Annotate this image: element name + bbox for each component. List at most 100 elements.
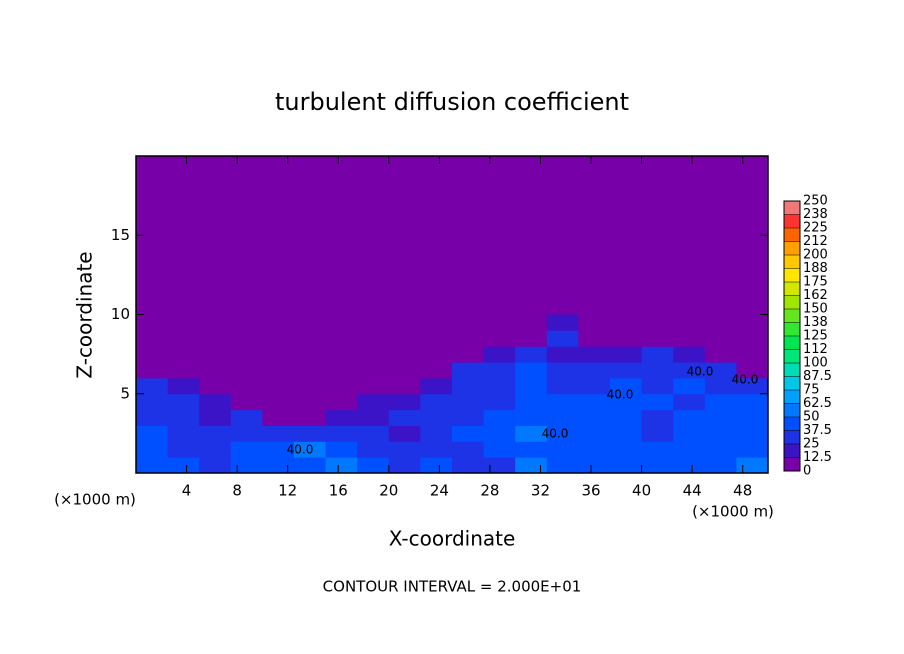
field-cell (325, 314, 358, 331)
contour-label: 40.0 (607, 388, 634, 402)
field-cell (262, 393, 295, 411)
field-cell (736, 314, 769, 331)
field-cell (515, 314, 548, 331)
colorbar-label: 188 (803, 261, 828, 276)
field-cell (420, 377, 453, 395)
field-cell (736, 362, 769, 379)
field-cell (388, 314, 421, 331)
field-cell (199, 393, 232, 411)
field-cell (578, 393, 611, 411)
field-cell (357, 441, 390, 458)
colorbar-band (784, 444, 800, 458)
field-cell (230, 425, 263, 442)
colorbar-band (784, 228, 800, 242)
field-cell (230, 377, 263, 395)
field-cell (736, 393, 769, 411)
field-cell (452, 330, 485, 347)
field-cell (167, 441, 200, 458)
field-cell (483, 457, 516, 474)
field-cell (294, 346, 327, 363)
field-cell (420, 362, 453, 379)
field-cell (483, 314, 516, 331)
field-cell (357, 377, 390, 395)
field-cell (325, 425, 358, 442)
field-cell (325, 393, 358, 411)
colorbar-band (784, 390, 800, 404)
x-tick-label: 32 (531, 482, 550, 500)
field-cell (546, 330, 579, 347)
colorbar-label: 37.5 (803, 423, 832, 438)
field-cell (736, 346, 769, 363)
field-cell (452, 346, 485, 363)
field-cell (388, 441, 421, 458)
field-cell (294, 409, 327, 426)
x-tick-label: 44 (683, 482, 702, 500)
x-tick-label: 8 (232, 482, 242, 500)
field-cell (136, 393, 169, 411)
colorbar-band (784, 376, 800, 390)
field-cell (136, 409, 169, 426)
field-cell (483, 362, 516, 379)
field-cell (610, 441, 643, 458)
colorbar-band (784, 268, 800, 282)
field-cell (167, 377, 200, 395)
field-cell (294, 457, 327, 474)
field-cell (578, 346, 611, 363)
field-cell (704, 457, 737, 474)
field-cell (294, 425, 327, 442)
field-cell (515, 425, 548, 442)
field-cell (515, 346, 548, 363)
field-cell (199, 425, 232, 442)
field-cell (483, 346, 516, 363)
field-cell (357, 457, 390, 474)
field-cell (199, 441, 232, 458)
field-cell (515, 457, 548, 474)
field-cell (546, 346, 579, 363)
field-cell (704, 409, 737, 426)
field-cell (167, 330, 200, 347)
field-cell (136, 362, 169, 379)
field-cell (673, 314, 706, 331)
field-cell (452, 457, 485, 474)
field-cell (167, 393, 200, 411)
field-cell (420, 346, 453, 363)
field-cell (230, 314, 263, 331)
colorbar-label: 100 (803, 356, 828, 371)
field-cell (578, 457, 611, 474)
field-cell (452, 393, 485, 411)
x-tick-label: 4 (182, 482, 192, 500)
field-cell (294, 362, 327, 379)
field-cell (325, 346, 358, 363)
field-cell (673, 457, 706, 474)
field-cell (578, 377, 611, 395)
colorbar-band (784, 403, 800, 417)
field-cell (136, 330, 169, 347)
field-cell (325, 409, 358, 426)
field-cell (610, 346, 643, 363)
field-cell (736, 377, 769, 395)
field-cell (388, 393, 421, 411)
colorbar-band (784, 430, 800, 444)
field-cell (452, 314, 485, 331)
colorbar-label: 212 (803, 234, 828, 249)
field-cell (199, 377, 232, 395)
field-cell (641, 441, 674, 458)
field-cell (641, 409, 674, 426)
field-cell (167, 362, 200, 379)
x-tick-label: 28 (480, 482, 499, 500)
field-cell (199, 314, 232, 331)
field-cell (420, 314, 453, 331)
field-cell (483, 330, 516, 347)
field-cell (325, 441, 358, 458)
field-cell (262, 346, 295, 363)
field-cell (515, 393, 548, 411)
field-cell (230, 441, 263, 458)
field-cell (199, 346, 232, 363)
field-cell (262, 314, 295, 331)
x-tick-label: 24 (430, 482, 449, 500)
field-cell (136, 314, 169, 331)
field-cell (610, 314, 643, 331)
field-cell (420, 425, 453, 442)
contour-label: 40.0 (732, 373, 759, 387)
field-cell (452, 441, 485, 458)
